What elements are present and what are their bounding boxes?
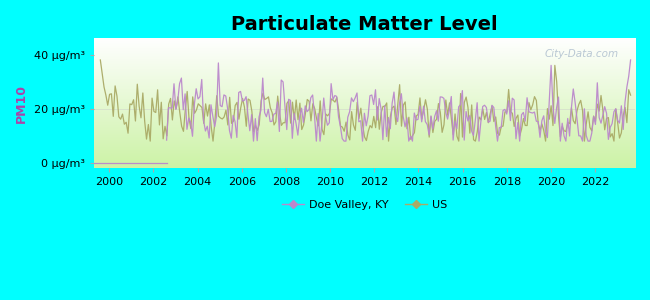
Title: Particulate Matter Level: Particulate Matter Level <box>231 15 498 34</box>
Y-axis label: PM10: PM10 <box>15 84 28 123</box>
Text: City-Data.com: City-Data.com <box>545 49 619 59</box>
Legend: Doe Valley, KY, US: Doe Valley, KY, US <box>278 196 451 214</box>
